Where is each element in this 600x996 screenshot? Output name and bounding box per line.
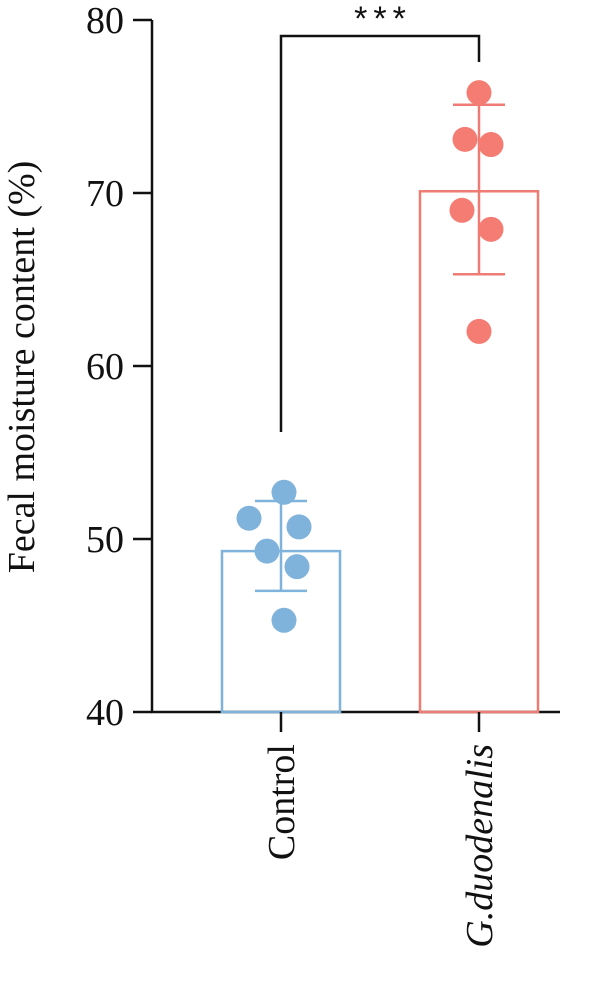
data-point	[478, 132, 504, 158]
significance-bracket	[279, 34, 481, 432]
data-point	[271, 479, 297, 505]
data-point	[478, 216, 504, 242]
x-category-label: Control	[261, 744, 303, 860]
data-point	[466, 80, 492, 106]
x-category-label: G.duodenalis	[459, 744, 501, 948]
data-point	[452, 126, 478, 152]
data-point	[449, 197, 475, 223]
plot-area: 40 50 60 70 80 Control G.duodenalis ***	[86, 0, 560, 948]
data-point	[466, 318, 492, 344]
data-point	[284, 554, 310, 580]
y-tick-label: 50	[86, 519, 124, 561]
data-point	[254, 538, 280, 564]
data-point	[286, 514, 312, 540]
data-point	[271, 607, 297, 633]
y-tick-label: 80	[86, 0, 124, 42]
y-tick-label: 70	[86, 173, 124, 215]
y-tick-label: 60	[86, 346, 124, 388]
significance-label: ***	[354, 0, 412, 38]
y-axis-title: Fecal moisture content (%)	[1, 161, 43, 574]
y-tick-label: 40	[86, 692, 124, 734]
data-point	[236, 505, 262, 531]
